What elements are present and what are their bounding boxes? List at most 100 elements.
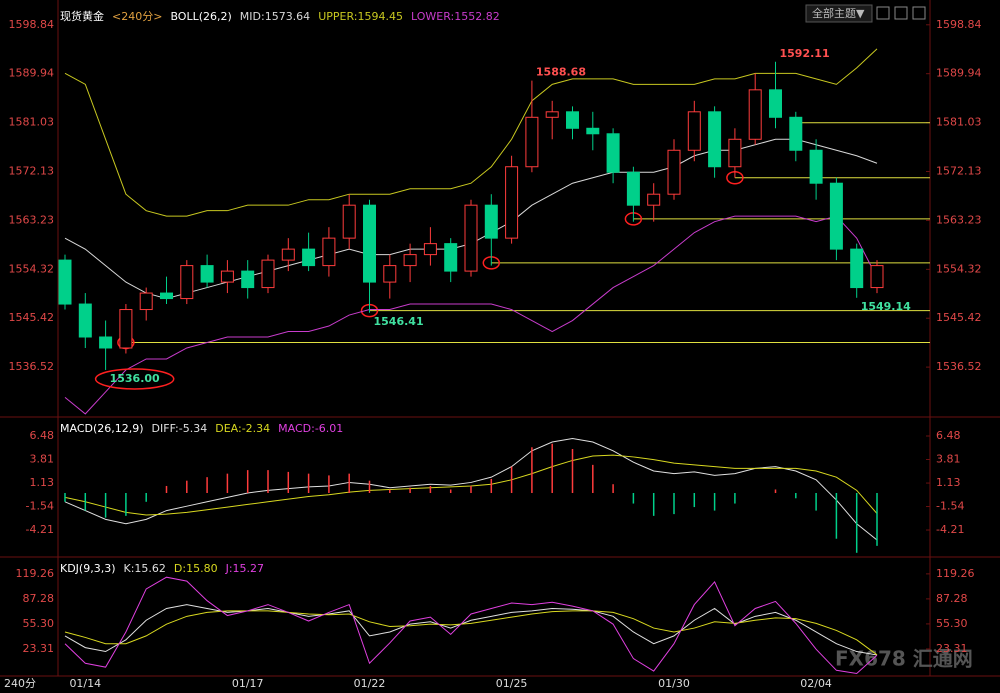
header-label: MACD(26,12,9) [60, 422, 144, 435]
header-label: K:15.62 [124, 562, 166, 575]
candle-body [464, 204, 478, 272]
indicator-line [64, 437, 878, 541]
y-tick-label: 1545.42 [9, 311, 55, 324]
candle-body [484, 204, 498, 239]
y-tick-label: 1563.23 [9, 213, 55, 226]
candle-body [687, 111, 701, 151]
candle-body [241, 270, 255, 289]
candle-body [870, 265, 884, 289]
y-tick-label-right: 1589.94 [936, 67, 982, 80]
header-label: J:15.27 [225, 562, 264, 575]
period-label: 240分 [4, 677, 36, 690]
candle-body [829, 182, 843, 250]
candle-body [99, 336, 113, 349]
y-tick-label-right: -4.21 [936, 523, 964, 536]
candle-body [200, 265, 214, 283]
y-tick-label: 1589.94 [9, 67, 55, 80]
y-tick-label: 1554.32 [9, 262, 55, 275]
candle-body [789, 116, 803, 151]
header-label: DIFF:-5.34 [152, 422, 208, 435]
price-annotation: 1549.14 [861, 300, 911, 313]
y-tick-label-right: 1554.32 [936, 262, 982, 275]
header-label: MACD:-6.01 [278, 422, 343, 435]
candle-body [383, 265, 397, 283]
y-tick-label: 55.30 [23, 617, 55, 630]
candle-body [423, 243, 437, 256]
price-annotation: 1588.68 [536, 66, 586, 79]
y-tick-label: 1598.84 [9, 18, 55, 31]
header-label: D:15.80 [174, 562, 218, 575]
candle-body [505, 166, 519, 239]
y-tick-label-right: 3.81 [936, 452, 961, 465]
y-tick-label-right: 23.31 [936, 642, 968, 655]
x-tick-label: 01/25 [496, 677, 528, 690]
icon-button[interactable] [876, 6, 890, 20]
y-tick-label-right: 6.48 [936, 429, 961, 442]
candle-body [809, 149, 823, 184]
candle-body [302, 248, 316, 267]
x-tick-label: 01/17 [232, 677, 264, 690]
candle-body [342, 204, 356, 239]
theme-menu[interactable]: 全部主题▼ [812, 6, 865, 20]
candle-body [545, 111, 559, 118]
price-annotation: 1546.41 [374, 315, 424, 328]
theme-menu-box[interactable] [805, 4, 873, 23]
candle-body [708, 111, 722, 168]
y-tick-label: 23.31 [23, 642, 55, 655]
header-label: KDJ(9,3,3) [60, 562, 116, 575]
y-tick-label-right: -1.54 [936, 500, 964, 513]
candle-body [160, 292, 173, 300]
y-tick-label-right: 1572.13 [936, 165, 982, 178]
indicator-line [64, 604, 878, 656]
x-tick-label: 02/04 [800, 677, 832, 690]
y-tick-label-right: 87.28 [936, 592, 968, 605]
header-label: UPPER:1594.45 [318, 10, 403, 23]
y-tick-label-right: 55.30 [936, 617, 968, 630]
candle-body [626, 171, 640, 206]
indicator-line [64, 48, 878, 217]
candle-body [58, 259, 72, 305]
indicator-line [64, 215, 878, 415]
y-tick-label: -1.54 [26, 500, 54, 513]
y-tick-label: 1572.13 [9, 165, 55, 178]
y-tick-label-right: 1563.23 [936, 213, 982, 226]
candle-body [444, 243, 458, 272]
icon-button[interactable] [894, 6, 908, 20]
y-tick-label: 6.48 [30, 429, 55, 442]
circle-marker [94, 368, 175, 390]
candle-body [728, 138, 742, 168]
watermark: FX678 汇通网 [835, 647, 973, 671]
candle-body [525, 116, 539, 168]
candle-body [586, 127, 600, 135]
x-tick-label: 01/22 [354, 677, 386, 690]
candle-body [322, 237, 336, 267]
y-tick-label-right: 119.26 [936, 567, 975, 580]
indicator-line [64, 576, 878, 674]
y-tick-label: 119.26 [16, 567, 55, 580]
candle-body [78, 303, 92, 338]
y-tick-label: 1.13 [30, 476, 55, 489]
candle-body [403, 254, 417, 267]
y-tick-label-right: 1581.03 [936, 116, 982, 129]
candle-body [363, 204, 376, 283]
candle-body [281, 248, 295, 261]
candle-body [850, 248, 864, 289]
header-label: DEA:-2.34 [215, 422, 270, 435]
header-label: BOLL(26,2) [170, 10, 231, 23]
y-tick-label: 1536.52 [9, 360, 55, 373]
candle-body [566, 111, 579, 129]
header-label: 现货黄金 [60, 9, 104, 23]
y-tick-label: 3.81 [30, 452, 55, 465]
y-tick-label-right: 1536.52 [936, 360, 982, 373]
candle-body [769, 89, 782, 118]
candle-body [748, 89, 762, 140]
candle-body [647, 193, 661, 206]
y-tick-label: -4.21 [26, 523, 54, 536]
price-annotation: 1592.11 [780, 47, 830, 60]
candle-body [180, 265, 194, 300]
header-label: MID:1573.64 [240, 10, 310, 23]
x-tick-label: 01/30 [658, 677, 690, 690]
icon-button[interactable] [912, 6, 926, 20]
